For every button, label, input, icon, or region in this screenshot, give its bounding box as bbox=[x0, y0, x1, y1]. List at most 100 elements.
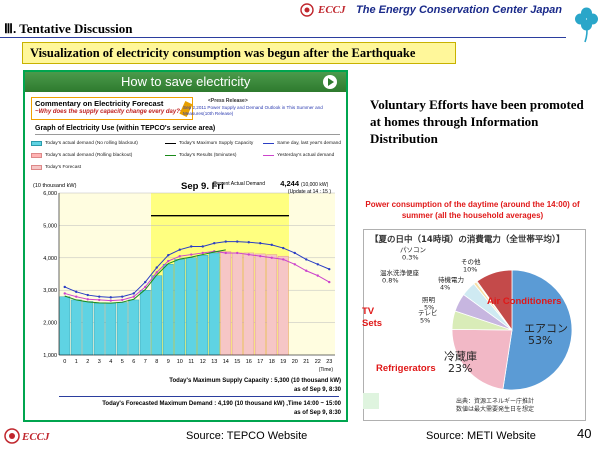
x-tick-label: 21 bbox=[303, 359, 309, 365]
x-tick-label: 18 bbox=[269, 359, 275, 365]
pie-slice-label: テレビ bbox=[418, 308, 438, 317]
x-tick-label: 2 bbox=[86, 359, 89, 365]
yesterday-line-point bbox=[109, 299, 112, 302]
play-icon[interactable] bbox=[323, 75, 337, 89]
pie-source-note: 出典：資源エネルギー庁推計 数値は最大需要発生日を想定 bbox=[456, 398, 534, 414]
x-tick-label: 0 bbox=[63, 359, 66, 365]
yesterday-line-point bbox=[167, 259, 170, 263]
forecast-asof: as of Sep 9, 8:30 bbox=[293, 410, 341, 416]
forecast-bar bbox=[254, 253, 266, 356]
x-tick-label: 13 bbox=[211, 359, 217, 365]
pie-slice-value: 5% bbox=[420, 317, 430, 325]
demand-bar bbox=[105, 302, 117, 356]
current-demand-label: Current Actual Demand bbox=[213, 181, 265, 187]
last-year-line-point bbox=[328, 267, 331, 271]
household-power-pie: エアコン53%冷蔵庫23%テレビ5%照明5%待機電力4%温水洗浄便座0.8%パソ… bbox=[380, 246, 573, 391]
yesterday-line-point bbox=[282, 258, 285, 261]
y-tick-label: 4,000 bbox=[43, 256, 57, 262]
legend-swatch bbox=[31, 165, 42, 170]
tepco-website-panel: How to save electricity Commentary on El… bbox=[23, 70, 348, 422]
max-supply-divider bbox=[59, 396, 339, 397]
yesterday-line-point bbox=[201, 251, 204, 255]
x-tick-label: 1 bbox=[75, 359, 78, 365]
pie-slice-value: 53% bbox=[528, 334, 552, 347]
y-tick-label: 6,000 bbox=[43, 191, 57, 197]
demand-bar bbox=[208, 252, 220, 356]
section-heading: Ⅲ. Tentative Discussion bbox=[4, 21, 133, 36]
demand-bar bbox=[93, 302, 105, 356]
demand-bar bbox=[70, 299, 82, 356]
decorative-tile bbox=[363, 393, 379, 409]
x-tick-label: 22 bbox=[315, 359, 321, 365]
pie-slice-value: 0.8% bbox=[382, 277, 399, 285]
x-tick-label: 7 bbox=[144, 359, 147, 365]
graph-title: Graph of Electricity Use (within TEPCO's… bbox=[35, 125, 216, 132]
pie-slice-label: 冷蔵庫 bbox=[444, 349, 477, 363]
forecast-max-demand: Today's Forecasted Maximum Demand : 4,19… bbox=[102, 401, 341, 407]
pie-slice bbox=[502, 269, 573, 391]
air-conditioners-label: Air Conditioners bbox=[487, 296, 562, 307]
pie-slice-label: 照明 bbox=[422, 296, 436, 304]
source-meti: Source: METI Website bbox=[426, 430, 536, 442]
refrigerators-label: Refrigerators bbox=[376, 363, 436, 374]
last-year-line-point bbox=[167, 254, 170, 257]
last-year-line-point bbox=[201, 245, 204, 248]
legend-label: Today's Results (5minutes) bbox=[179, 152, 237, 158]
pie-slice-value: 10% bbox=[463, 266, 477, 274]
tv-sets-label: TV Sets bbox=[362, 306, 383, 329]
forecast-bar bbox=[231, 252, 243, 356]
clover-icon bbox=[575, 7, 598, 43]
demand-bar bbox=[162, 264, 174, 356]
last-year-line-point bbox=[98, 295, 101, 298]
commentary-subtitle: ~Why does the supply capacity change eve… bbox=[35, 109, 184, 115]
x-tick-label: 19 bbox=[280, 359, 286, 365]
y-tick-label: 2,000 bbox=[43, 321, 57, 327]
last-year-line-point bbox=[109, 296, 112, 299]
legend-label: Today's actual demand (No rolling blacko… bbox=[45, 140, 138, 146]
press-release-link[interactable]: Sep 2,2011 Power Supply and Demand Outlo… bbox=[183, 105, 323, 116]
y-tick-label: 5,000 bbox=[43, 223, 57, 229]
demand-bar bbox=[197, 255, 209, 356]
forecast-bar bbox=[220, 251, 232, 356]
last-year-line-point bbox=[224, 240, 227, 243]
right-heading: Voluntary Efforts have been promoted at … bbox=[370, 97, 584, 146]
last-year-line-point bbox=[132, 292, 135, 295]
max-supply-asof: as of Sep 9, 8:30 bbox=[293, 387, 341, 393]
demand-bar bbox=[82, 301, 94, 356]
yesterday-line-point bbox=[293, 263, 296, 266]
source-tepco: Source: TEPCO Website bbox=[186, 430, 308, 442]
headline-banner: Visualization of electricity consumption… bbox=[22, 42, 456, 64]
panel-title: How to save electricity bbox=[121, 74, 251, 89]
demand-bar bbox=[185, 257, 197, 356]
pie-slice-value: 5% bbox=[424, 304, 434, 312]
last-year-line-point bbox=[213, 242, 216, 245]
last-year-line-point bbox=[236, 240, 239, 243]
results-line bbox=[64, 249, 226, 304]
pie-slice-label: その他 bbox=[461, 257, 481, 266]
last-year-line-point bbox=[144, 280, 147, 284]
yesterday-line-point bbox=[144, 285, 147, 289]
x-axis-label: (Time) bbox=[319, 367, 334, 373]
yesterday-line bbox=[64, 250, 330, 302]
last-year-line-point bbox=[178, 248, 181, 251]
y-axis-label: (10 thousand kW) bbox=[33, 183, 77, 189]
yesterday-line-point bbox=[190, 253, 193, 256]
commentary-link[interactable]: Commentary on Electricity Forecast ~Why … bbox=[31, 97, 193, 120]
x-tick-label: 3 bbox=[98, 359, 101, 365]
legend-swatch bbox=[165, 155, 176, 156]
update-time-label: (Update at 14 : 15 ) bbox=[288, 189, 331, 195]
last-year-line bbox=[64, 241, 330, 298]
yesterday-line-point bbox=[270, 256, 273, 259]
demand-bar bbox=[116, 302, 128, 356]
x-tick-label: 17 bbox=[257, 359, 263, 365]
logo-abbr-bottom: ECCJ bbox=[22, 431, 50, 443]
yesterday-line-point bbox=[178, 254, 181, 258]
yesterday-line-point bbox=[259, 254, 262, 258]
yesterday-line-point bbox=[236, 251, 239, 255]
last-year-line-point bbox=[282, 246, 285, 250]
yesterday-line-point bbox=[305, 269, 308, 272]
pie-slice-label: 温水洗浄便座 bbox=[380, 268, 420, 277]
press-release-title: <Press Release> bbox=[208, 98, 248, 104]
legend-label: Same day, last year's demand bbox=[277, 140, 342, 146]
